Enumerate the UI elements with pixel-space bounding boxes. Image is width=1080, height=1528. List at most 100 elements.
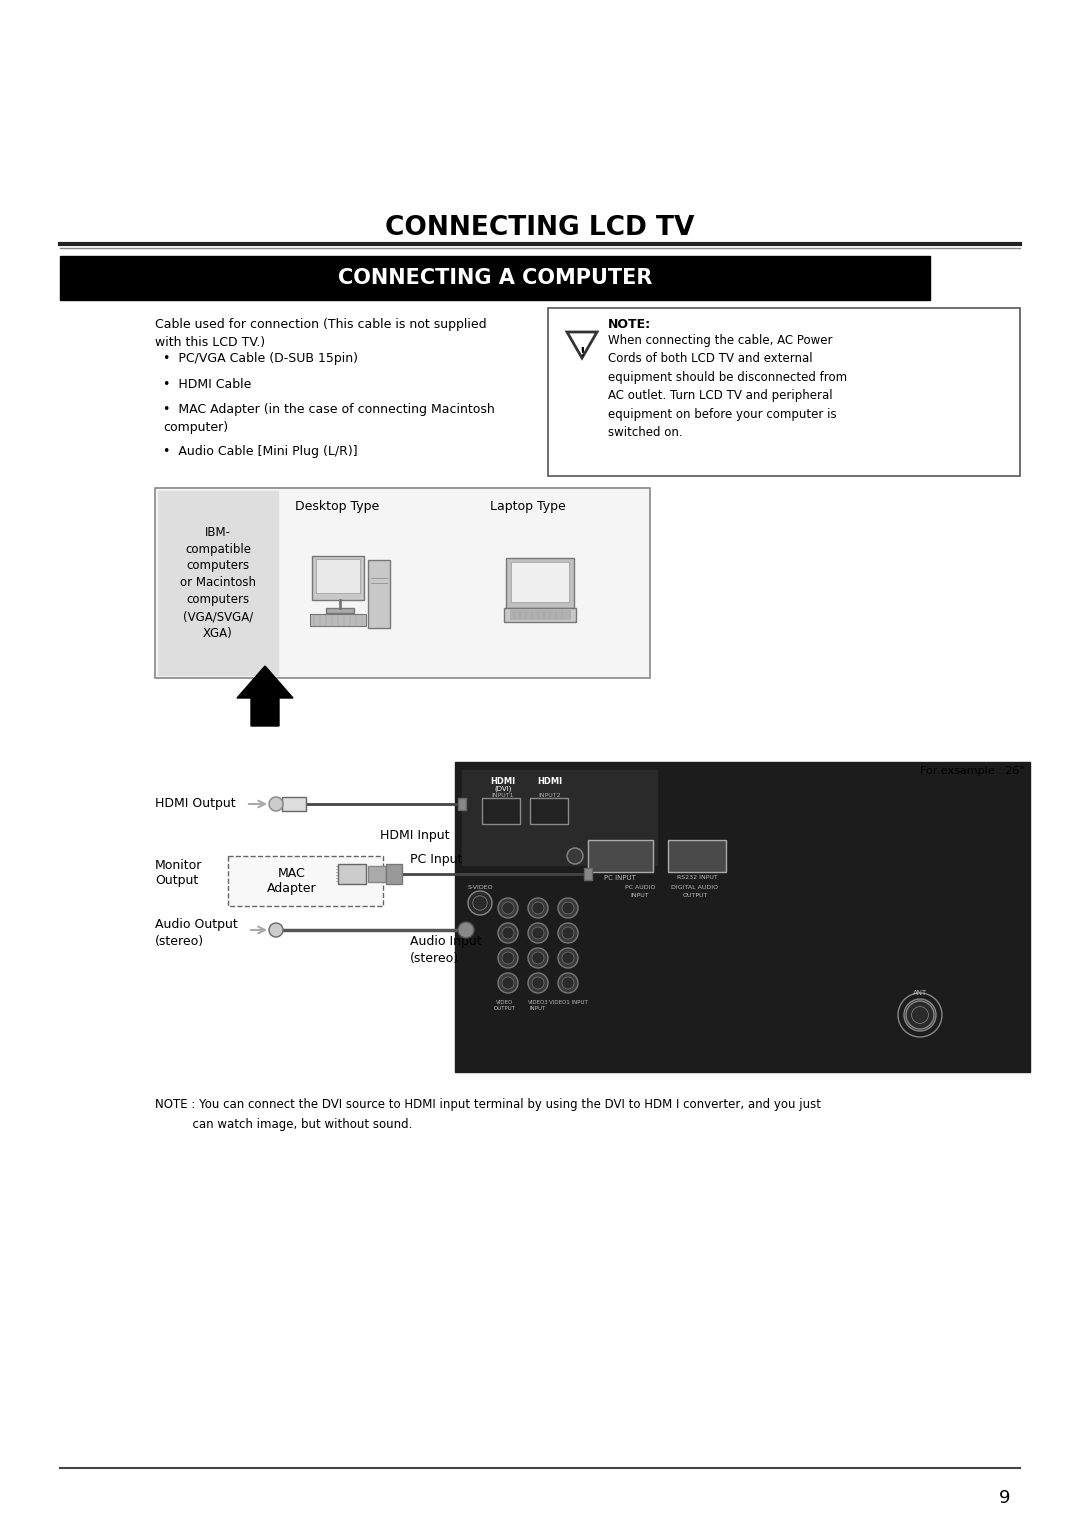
Text: (DVI): (DVI) <box>495 785 512 792</box>
Bar <box>310 614 366 626</box>
Bar <box>312 556 364 601</box>
Bar <box>158 490 278 675</box>
Circle shape <box>502 976 514 989</box>
Circle shape <box>473 895 487 911</box>
Text: HDMI Output: HDMI Output <box>156 798 235 810</box>
Text: NOTE:: NOTE: <box>608 318 651 332</box>
Bar <box>368 559 390 628</box>
Circle shape <box>528 973 548 993</box>
Text: S-VIDEO: S-VIDEO <box>468 885 492 889</box>
Bar <box>530 798 568 824</box>
Bar <box>386 863 402 885</box>
Bar <box>482 798 519 824</box>
Polygon shape <box>237 666 293 726</box>
Text: PC Input: PC Input <box>410 854 462 866</box>
Circle shape <box>532 927 544 940</box>
Text: Laptop Type: Laptop Type <box>490 500 566 513</box>
Text: CONNECTING A COMPUTER: CONNECTING A COMPUTER <box>338 267 652 287</box>
Bar <box>338 863 366 885</box>
Circle shape <box>562 927 573 940</box>
Circle shape <box>558 898 578 918</box>
Circle shape <box>498 923 518 943</box>
Text: DIGITAL AUDIO: DIGITAL AUDIO <box>672 885 718 889</box>
Text: Monitor
Output: Monitor Output <box>156 859 202 886</box>
Text: VIDEO3
INPUT: VIDEO3 INPUT <box>528 999 549 1012</box>
Text: HDMI: HDMI <box>490 778 515 785</box>
Text: !: ! <box>579 345 585 359</box>
Text: OUTPUT: OUTPUT <box>683 892 707 898</box>
Circle shape <box>558 973 578 993</box>
Text: INPUT1: INPUT1 <box>491 793 514 798</box>
Circle shape <box>468 891 492 915</box>
Polygon shape <box>567 332 597 358</box>
Bar <box>282 798 306 811</box>
Circle shape <box>269 923 283 937</box>
Text: •  HDMI Cable: • HDMI Cable <box>163 377 252 391</box>
Text: When connecting the cable, AC Power
Cords of both LCD TV and external
equipment : When connecting the cable, AC Power Cord… <box>608 335 847 440</box>
Text: PC INPUT: PC INPUT <box>604 876 636 882</box>
Bar <box>584 868 592 880</box>
Text: IBM-
compatible
computers
or Macintosh
computers
(VGA/SVGA/
XGA): IBM- compatible computers or Macintosh c… <box>180 526 256 640</box>
Circle shape <box>528 947 548 969</box>
Text: RS232 INPUT: RS232 INPUT <box>677 876 717 880</box>
Bar <box>156 487 650 678</box>
Text: VIDEO1 INPUT: VIDEO1 INPUT <box>549 999 588 1005</box>
Bar <box>507 558 573 608</box>
Bar <box>368 866 386 882</box>
Text: PC AUDIO: PC AUDIO <box>624 885 656 889</box>
Circle shape <box>458 921 474 938</box>
Text: VIDEO
OUTPUT: VIDEO OUTPUT <box>494 999 516 1012</box>
Text: ANT: ANT <box>913 990 927 996</box>
Text: HDMI Input: HDMI Input <box>380 828 449 842</box>
Text: 9: 9 <box>999 1488 1010 1507</box>
Bar <box>588 840 653 872</box>
Circle shape <box>528 898 548 918</box>
Circle shape <box>269 798 283 811</box>
Bar <box>669 840 726 872</box>
Text: HDMI: HDMI <box>538 778 563 785</box>
Text: MAC
Adapter: MAC Adapter <box>267 866 316 895</box>
Bar <box>504 608 576 622</box>
Circle shape <box>498 947 518 969</box>
Text: •  PC/VGA Cable (D-SUB 15pin): • PC/VGA Cable (D-SUB 15pin) <box>163 351 357 365</box>
Text: INPUT2: INPUT2 <box>539 793 562 798</box>
Bar <box>455 762 1030 1073</box>
Text: •  Audio Cable [Mini Plug (L/R)]: • Audio Cable [Mini Plug (L/R)] <box>163 445 357 458</box>
Circle shape <box>912 1007 929 1024</box>
Text: For exsample : 26": For exsample : 26" <box>920 766 1025 776</box>
Text: NOTE : You can connect the DVI source to HDMI input terminal by using the DVI to: NOTE : You can connect the DVI source to… <box>156 1099 821 1131</box>
Text: CONNECTING LCD TV: CONNECTING LCD TV <box>386 215 694 241</box>
Bar <box>316 559 360 593</box>
Circle shape <box>558 923 578 943</box>
Circle shape <box>532 952 544 964</box>
Circle shape <box>567 848 583 863</box>
Bar <box>462 770 657 865</box>
Text: Desktop Type: Desktop Type <box>295 500 379 513</box>
Bar <box>228 856 383 906</box>
Circle shape <box>502 927 514 940</box>
Circle shape <box>562 952 573 964</box>
Circle shape <box>904 999 936 1031</box>
Text: Audio Input
(stereo): Audio Input (stereo) <box>410 935 482 966</box>
Circle shape <box>532 902 544 914</box>
Bar <box>326 608 354 613</box>
Text: Audio Output
(stereo): Audio Output (stereo) <box>156 918 238 947</box>
Bar <box>548 309 1020 477</box>
Bar <box>458 798 465 810</box>
Circle shape <box>897 993 942 1038</box>
Circle shape <box>528 923 548 943</box>
Bar <box>510 610 570 619</box>
Bar <box>60 257 930 299</box>
Circle shape <box>910 1005 930 1025</box>
Bar <box>511 562 569 602</box>
Circle shape <box>906 1001 934 1028</box>
Circle shape <box>562 902 573 914</box>
Text: •  MAC Adapter (in the case of connecting Macintosh
computer): • MAC Adapter (in the case of connecting… <box>163 403 495 434</box>
Circle shape <box>532 976 544 989</box>
Text: INPUT: INPUT <box>631 892 649 898</box>
Circle shape <box>502 902 514 914</box>
Circle shape <box>502 952 514 964</box>
Circle shape <box>562 976 573 989</box>
Circle shape <box>498 898 518 918</box>
Circle shape <box>558 947 578 969</box>
